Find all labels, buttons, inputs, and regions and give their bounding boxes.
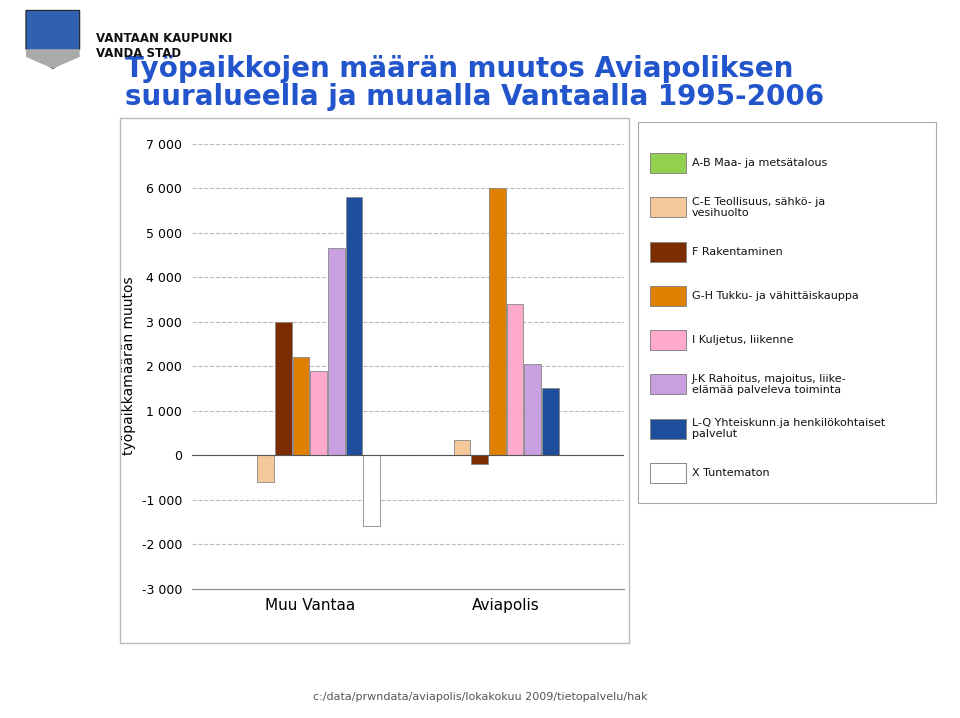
Text: Työpaikkojen määrän muutos Aviapoliksen: Työpaikkojen määrän muutos Aviapoliksen (125, 55, 793, 83)
Bar (524, 364, 541, 455)
Text: I Kuljetus, liikenne: I Kuljetus, liikenne (692, 335, 794, 345)
Bar (257, 455, 274, 482)
Bar (471, 455, 488, 464)
Bar (650, 286, 686, 306)
Bar (650, 419, 686, 439)
Text: F Rakentaminen: F Rakentaminen (692, 247, 782, 256)
Text: C-E Teollisuus, sähkö- ja
vesihuolto: C-E Teollisuus, sähkö- ja vesihuolto (692, 197, 826, 218)
Bar (650, 463, 686, 482)
Text: VANDA STAD: VANDA STAD (96, 47, 181, 60)
Bar (275, 322, 292, 455)
Polygon shape (26, 49, 80, 68)
Text: G-H Tukku- ja vähittäiskauppa: G-H Tukku- ja vähittäiskauppa (692, 291, 858, 301)
Bar (293, 358, 309, 455)
Bar (650, 375, 686, 394)
Bar (542, 388, 559, 455)
FancyBboxPatch shape (638, 122, 936, 503)
Text: L-Q Yhteiskunn.ja henkilökohtaiset
palvelut: L-Q Yhteiskunn.ja henkilökohtaiset palve… (692, 418, 885, 439)
Y-axis label: työpaikkamäärän muutos: työpaikkamäärän muutos (122, 277, 136, 455)
Bar (363, 455, 380, 526)
Bar (346, 197, 362, 455)
Bar (650, 242, 686, 261)
Bar (328, 248, 345, 455)
Bar (507, 304, 523, 455)
Text: suuralueella ja muualla Vantaalla 1995-2006: suuralueella ja muualla Vantaalla 1995-2… (125, 83, 824, 111)
Text: A-B Maa- ja metsätalous: A-B Maa- ja metsätalous (692, 158, 828, 168)
Bar (454, 439, 470, 455)
Text: J-K Rahoitus, majoitus, liike-
elämää palveleva toiminta: J-K Rahoitus, majoitus, liike- elämää pa… (692, 373, 847, 395)
Text: c:/data/prwndata/aviapolis/lokakokuu 2009/tietopalvelu/hak: c:/data/prwndata/aviapolis/lokakokuu 200… (313, 692, 647, 702)
Bar (650, 197, 686, 218)
Bar (310, 370, 327, 455)
Bar (489, 188, 506, 455)
Text: VANTAAN KAUPUNKI: VANTAAN KAUPUNKI (96, 32, 232, 45)
Polygon shape (26, 10, 80, 68)
Bar (650, 153, 686, 173)
Bar (650, 330, 686, 350)
Text: X Tuntematon: X Tuntematon (692, 468, 770, 478)
